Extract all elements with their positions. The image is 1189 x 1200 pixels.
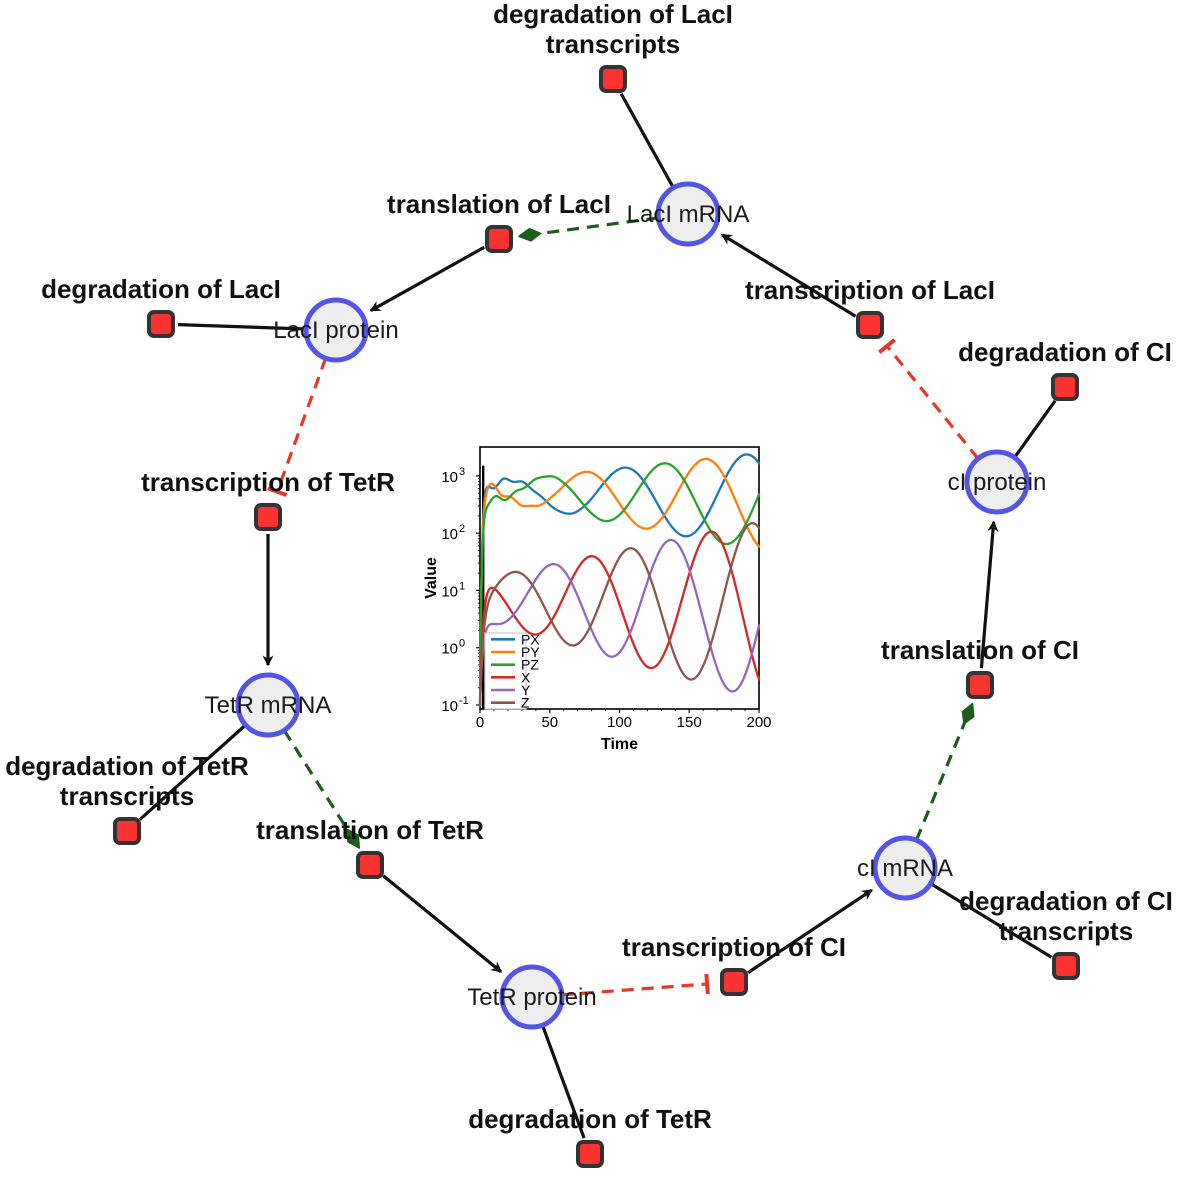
- svg-text:transcripts: transcripts: [60, 781, 194, 811]
- svg-text:-1: -1: [459, 695, 469, 707]
- svg-text:10: 10: [441, 641, 458, 658]
- svg-text:degradation of TetR: degradation of TetR: [468, 1104, 712, 1134]
- svg-text:degradation of LacI: degradation of LacI: [493, 0, 733, 29]
- svg-text:transcription of TetR: transcription of TetR: [141, 467, 395, 497]
- svg-text:transcription of LacI: transcription of LacI: [745, 275, 995, 305]
- svg-text:transcripts: transcripts: [546, 29, 680, 59]
- svg-text:degradation of LacI: degradation of LacI: [41, 274, 281, 304]
- svg-text:cI protein: cI protein: [948, 469, 1047, 496]
- svg-text:Time: Time: [601, 736, 638, 753]
- svg-text:3: 3: [459, 466, 465, 478]
- svg-text:0: 0: [476, 714, 484, 731]
- svg-text:10: 10: [441, 698, 458, 715]
- svg-text:LacI mRNA: LacI mRNA: [627, 201, 750, 228]
- svg-text:100: 100: [607, 714, 632, 731]
- svg-text:transcripts: transcripts: [999, 916, 1133, 946]
- svg-text:150: 150: [677, 714, 702, 731]
- svg-text:50: 50: [541, 714, 558, 731]
- svg-text:degradation of CI: degradation of CI: [959, 886, 1173, 916]
- svg-text:translation of LacI: translation of LacI: [387, 189, 611, 219]
- svg-text:degradation of TetR: degradation of TetR: [5, 751, 249, 781]
- svg-text:Value: Value: [423, 557, 440, 599]
- svg-text:Z: Z: [521, 695, 530, 711]
- svg-text:LacI protein: LacI protein: [273, 317, 398, 344]
- svg-text:cI mRNA: cI mRNA: [857, 855, 953, 882]
- svg-text:TetR protein: TetR protein: [467, 984, 596, 1011]
- svg-text:10: 10: [441, 583, 458, 600]
- svg-text:translation of CI: translation of CI: [881, 635, 1079, 665]
- svg-text:transcription of CI: transcription of CI: [622, 932, 846, 962]
- svg-text:degradation of CI: degradation of CI: [958, 337, 1172, 367]
- svg-text:0: 0: [459, 638, 465, 650]
- svg-text:2: 2: [459, 523, 465, 535]
- svg-text:TetR mRNA: TetR mRNA: [205, 692, 332, 719]
- svg-text:200: 200: [746, 714, 771, 731]
- svg-text:10: 10: [441, 469, 458, 486]
- svg-text:10: 10: [441, 526, 458, 543]
- svg-text:translation of TetR: translation of TetR: [256, 815, 484, 845]
- svg-text:1: 1: [459, 580, 465, 592]
